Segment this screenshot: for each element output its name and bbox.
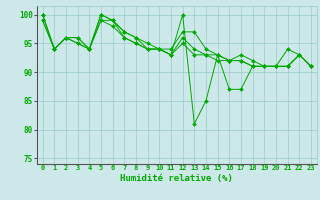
X-axis label: Humidité relative (%): Humidité relative (%) <box>120 174 233 183</box>
